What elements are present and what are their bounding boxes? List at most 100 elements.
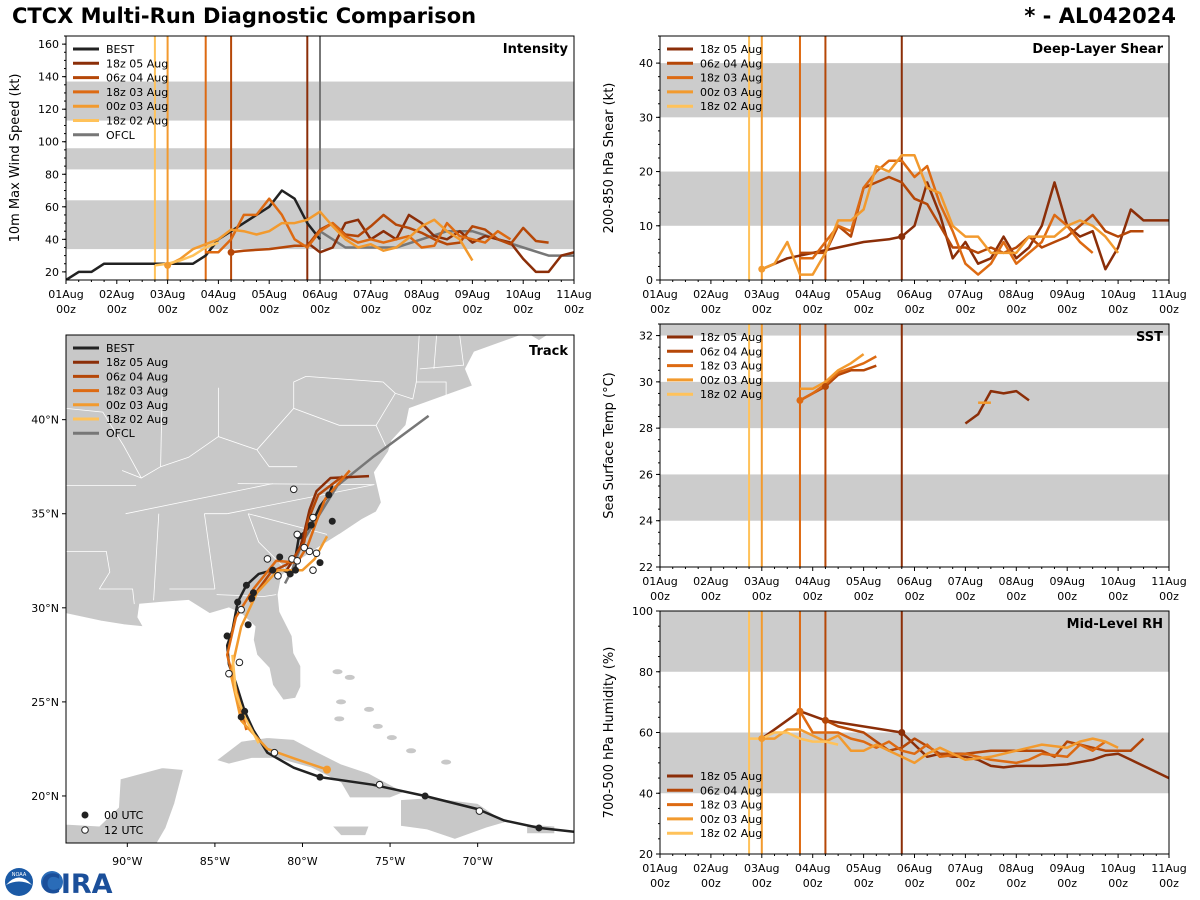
sst-xtick-sublabel: 00z xyxy=(650,590,670,603)
track-title: Track xyxy=(529,344,568,359)
state-border xyxy=(237,483,375,485)
intensity-legend-label: 18z 02 Aug xyxy=(106,115,168,128)
rh-xtick-label: 01Aug xyxy=(642,862,677,875)
sst-xtick-label: 10Aug xyxy=(1100,575,1135,588)
sst-xtick-label: 07Aug xyxy=(948,575,983,588)
state-border xyxy=(293,376,307,409)
track-18z-02-aug xyxy=(231,654,260,744)
shear-ytick-label: 20 xyxy=(639,166,653,179)
rh-xtick-label: 07Aug xyxy=(948,862,983,875)
sst-ytick-label: 24 xyxy=(639,515,653,528)
land-bahamas-island xyxy=(441,759,452,765)
rh-chart: 20 40 60 80 100 01Aug 00z 02Aug 00z 03Aug 00z 04Aug… xyxy=(602,605,1187,890)
sst-xtick-sublabel: 00z xyxy=(956,590,976,603)
intensity-title: Intensity xyxy=(503,42,569,57)
rh-xtick-sublabel: 00z xyxy=(803,877,823,890)
intensity-xtick-label: 09Aug xyxy=(455,288,490,301)
sst-legend-label: 00z 03 Aug xyxy=(700,374,762,387)
rh-plot-area xyxy=(748,611,1169,854)
track-marker-00utc xyxy=(249,589,257,597)
shear-marker-0 xyxy=(758,265,766,273)
track-marker-12utc xyxy=(263,555,272,563)
land-bahamas-island xyxy=(344,674,355,680)
sst-ytick-label: 28 xyxy=(639,422,653,435)
state-border xyxy=(416,381,447,396)
shear-xtick-label: 04Aug xyxy=(795,288,830,301)
shear-ytick-label: 0 xyxy=(646,274,653,287)
rh-xtick-sublabel: 00z xyxy=(1159,877,1179,890)
intensity-xtick-sublabel: 00z xyxy=(158,303,178,316)
rh-xtick-label: 08Aug xyxy=(999,862,1034,875)
track-marker-00utc xyxy=(242,581,250,589)
intensity-legend-label: 18z 05 Aug xyxy=(106,57,168,70)
shear-chart: 0 10 20 30 40 01Aug 00z 02Aug 00z 03Aug 00z 04Aug 00… xyxy=(602,35,1187,316)
track-06z-04-aug xyxy=(248,475,344,603)
intensity-ytick-label: 60 xyxy=(45,201,59,214)
rh-xtick-label: 03Aug xyxy=(744,862,779,875)
sst-xtick-sublabel: 00z xyxy=(803,590,823,603)
intensity-xtick-label: 03Aug xyxy=(150,288,185,301)
intensity-xtick-label: 08Aug xyxy=(404,288,439,301)
shear-legend-label: 00z 03 Aug xyxy=(700,86,762,99)
track-marker-00utc xyxy=(291,566,299,574)
sst-xtick-sublabel: 00z xyxy=(1006,590,1026,603)
rh-legend-label: 18z 05 Aug xyxy=(700,770,762,783)
sst-ytick-label: 30 xyxy=(639,376,653,389)
sst-xtick-sublabel: 00z xyxy=(1108,590,1128,603)
track-ytick-label: 35°N xyxy=(31,508,59,521)
land-jamaica xyxy=(331,825,370,836)
sst-xtick-sublabel: 00z xyxy=(1057,590,1077,603)
track-legend-marker-00 xyxy=(81,811,89,819)
intensity-xtick-sublabel: 00z xyxy=(56,303,76,316)
shear-ylabel: 200-850 hPa Shear (kt) xyxy=(602,83,617,234)
intensity-plot-area xyxy=(66,36,574,280)
shear-plot-area xyxy=(748,36,1169,280)
sst-xtick-label: 02Aug xyxy=(693,575,728,588)
intensity-ylabel: 10m Max Wind Speed (kt) xyxy=(8,74,23,243)
sst-legend-label: 18z 02 Aug xyxy=(700,388,762,401)
shear-xtick-sublabel: 00z xyxy=(701,303,721,316)
intensity-ytick-label: 100 xyxy=(38,136,59,149)
track-xtick-label: 75°W xyxy=(375,855,405,868)
track-legend-label: 18z 02 Aug xyxy=(106,413,168,426)
sst-xtick-sublabel: 00z xyxy=(752,590,772,603)
track-marker-00utc xyxy=(234,598,242,606)
track-marker-00utc xyxy=(223,632,231,640)
sst-plot-area xyxy=(748,324,1030,567)
shear-title: Deep-Layer Shear xyxy=(1032,42,1163,57)
intensity-chart: 20 40 60 80 100 120 140 160 01Aug 00z 02Aug 00z 03Au… xyxy=(8,35,592,316)
cira-logo-globe xyxy=(41,871,63,893)
rh-legend-label: 00z 03 Aug xyxy=(700,813,762,826)
rh-xtick-sublabel: 00z xyxy=(1057,877,1077,890)
shear-ytick-label: 30 xyxy=(639,111,653,124)
rh-ytick-label: 60 xyxy=(639,727,653,740)
track-xtick-label: 70°W xyxy=(462,855,492,868)
track-marker-00utc xyxy=(241,707,249,715)
intensity-xtick-sublabel: 00z xyxy=(310,303,330,316)
track-marker-12utc xyxy=(293,556,302,565)
track-marker-12utc xyxy=(235,658,244,667)
rh-xtick-sublabel: 00z xyxy=(752,877,772,890)
shear-xtick-sublabel: 00z xyxy=(803,303,823,316)
track-marker-00utc xyxy=(248,594,256,602)
rh-xtick-label: 10Aug xyxy=(1100,862,1135,875)
state-border xyxy=(375,335,420,426)
track-legend-label: OFCL xyxy=(106,427,136,440)
intensity-xtick-sublabel: 00z xyxy=(564,303,584,316)
sst-title: SST xyxy=(1136,330,1163,345)
track-marker-12utc xyxy=(300,543,309,552)
sst-chart: 22 24 26 28 30 32 01Aug 00z 02Aug 00z 03Aug 00z 04Au… xyxy=(602,323,1187,603)
rh-marker-3 xyxy=(898,729,906,736)
track-xtick-label: 85°W xyxy=(200,855,230,868)
cira-logo-text: CIRA xyxy=(41,869,113,900)
intensity-xtick-label: 06Aug xyxy=(302,288,337,301)
track-marker-00utc xyxy=(421,792,429,800)
sst-xtick-label: 04Aug xyxy=(795,575,830,588)
rh-marker-0 xyxy=(758,735,766,743)
intensity-legend-label: 18z 03 Aug xyxy=(106,86,168,99)
track-ytick-label: 30°N xyxy=(31,602,59,615)
sst-ytick-label: 32 xyxy=(639,330,653,343)
track-marker-12utc xyxy=(309,566,317,574)
track-legend-label: 18z 03 Aug xyxy=(106,385,168,398)
shear-xtick-label: 05Aug xyxy=(846,288,881,301)
